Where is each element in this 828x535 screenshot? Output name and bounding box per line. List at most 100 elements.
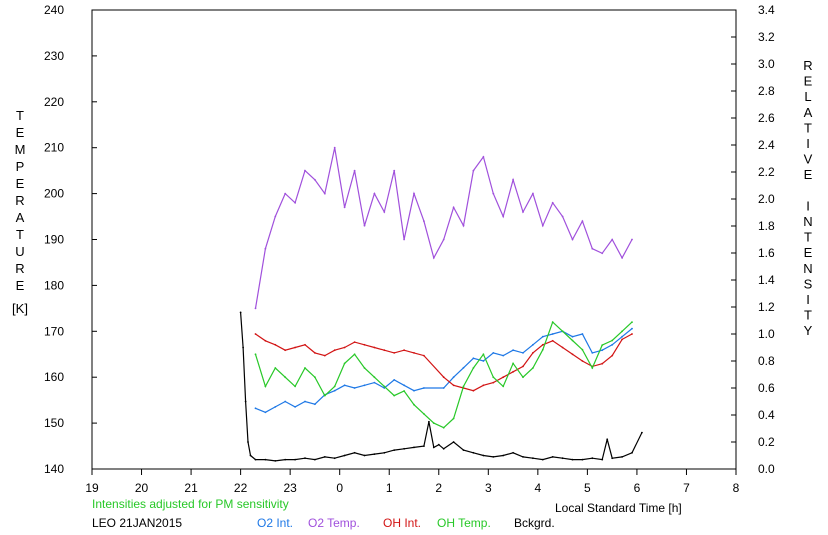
right-tick-label: 1.0 bbox=[758, 327, 775, 341]
data-point-o2-temp bbox=[304, 169, 306, 172]
data-point-oh-int bbox=[492, 381, 495, 384]
data-point-o2-temp bbox=[532, 192, 534, 195]
data-point-oh-temp bbox=[541, 348, 544, 351]
data-point-oh-temp bbox=[264, 385, 267, 388]
y-axis-right-label-letter: T bbox=[804, 308, 812, 323]
x-tick-label: 6 bbox=[634, 481, 641, 495]
data-point-o2-temp bbox=[452, 206, 455, 209]
data-point-bckgrd bbox=[274, 460, 277, 462]
data-point-bckgrd bbox=[591, 457, 594, 460]
data-point-o2-int bbox=[264, 411, 267, 414]
data-point-bckgrd bbox=[561, 457, 564, 460]
x-axis-label: Local Standard Time [h] bbox=[555, 501, 682, 515]
data-point-o2-int bbox=[581, 333, 584, 335]
series-line-o2-temp bbox=[254, 147, 633, 309]
data-point-oh-int bbox=[541, 343, 544, 346]
data-point-oh-temp bbox=[601, 344, 604, 346]
data-point-bckgrd bbox=[621, 456, 623, 458]
left-tick-label: 160 bbox=[44, 370, 64, 384]
data-point-oh-temp bbox=[333, 385, 336, 388]
plot-frame bbox=[91, 9, 737, 470]
y-axis-left-label-letter: T bbox=[16, 108, 24, 123]
left-tick-label: 180 bbox=[44, 278, 64, 292]
data-point-bckgrd bbox=[601, 458, 604, 461]
data-point-o2-int bbox=[363, 384, 366, 387]
data-point-o2-temp bbox=[581, 220, 584, 223]
data-point-bckgrd bbox=[551, 456, 554, 458]
left-tick-label: 240 bbox=[44, 3, 64, 17]
y-axis-right-label-letter: T bbox=[804, 230, 812, 245]
data-point-o2-temp bbox=[551, 201, 554, 204]
data-point-bckgrd bbox=[393, 449, 396, 451]
data-point-oh-int bbox=[403, 349, 405, 352]
data-point-oh-temp bbox=[274, 367, 277, 369]
data-point-o2-int bbox=[413, 389, 415, 392]
y-axis-left-label-letter: T bbox=[16, 227, 24, 242]
data-point-bckgrd bbox=[571, 458, 574, 461]
legend-item: Bckgrd. bbox=[514, 516, 555, 530]
y-axis-left-label-letter: R bbox=[15, 193, 24, 208]
data-point-o2-temp bbox=[264, 247, 267, 250]
right-tick-label: 0.6 bbox=[758, 381, 775, 395]
right-tick-label: 2.4 bbox=[758, 138, 775, 152]
data-point-bckgrd bbox=[522, 456, 524, 458]
data-point-oh-int bbox=[323, 354, 326, 357]
data-point-o2-int bbox=[294, 406, 296, 408]
data-point-bckgrd bbox=[472, 451, 475, 454]
right-axis-ticks: 0.0 0.2 0.4 0.6 0.8 1.0 1.2 1.4 1.6 1.8 2.0 2.2 2.4 2… bbox=[731, 3, 775, 476]
data-point-o2-temp bbox=[383, 211, 386, 213]
left-tick-label: 140 bbox=[44, 462, 64, 476]
x-axis-ticks: 19 20 21 22 23 0 1 2 3 4 5 6 7 8 bbox=[85, 469, 740, 495]
x-tick-label: 7 bbox=[683, 481, 690, 495]
y-axis-right-label-letter: E bbox=[804, 245, 813, 260]
data-point-o2-temp bbox=[522, 211, 524, 213]
note-text: Intensities adjusted for PM sensitivity bbox=[92, 497, 289, 511]
data-point-o2-int bbox=[611, 343, 614, 346]
data-point-bckgrd bbox=[512, 451, 514, 454]
data-point-bckgrd bbox=[284, 458, 287, 461]
left-tick-label: 210 bbox=[44, 141, 64, 155]
data-point-o2-temp bbox=[502, 215, 505, 218]
data-point-oh-int bbox=[502, 376, 505, 379]
y-axis-right-label-letter: E bbox=[804, 167, 813, 182]
data-point-oh-temp bbox=[294, 385, 296, 388]
data-point-oh-temp bbox=[472, 367, 475, 369]
data-point-bckgrd bbox=[249, 454, 252, 457]
data-point-oh-temp bbox=[284, 376, 287, 379]
data-point-o2-temp bbox=[591, 247, 594, 250]
data-point-bckgrd bbox=[333, 457, 336, 460]
data-point-oh-temp bbox=[423, 413, 425, 415]
y-axis-left-label-letter: U bbox=[15, 244, 24, 259]
data-point-oh-temp bbox=[452, 417, 455, 420]
data-point-bckgrd bbox=[247, 441, 249, 443]
left-tick-label: 170 bbox=[44, 324, 64, 338]
data-point-o2-temp bbox=[343, 206, 346, 209]
data-point-oh-int bbox=[254, 333, 257, 335]
data-point-bckgrd bbox=[239, 311, 242, 314]
data-point-o2-temp bbox=[631, 238, 633, 241]
data-point-oh-temp bbox=[373, 376, 376, 379]
data-point-bckgrd bbox=[502, 454, 505, 457]
data-point-bckgrd bbox=[314, 458, 316, 461]
data-point-oh-temp bbox=[353, 353, 356, 356]
data-point-oh-temp bbox=[314, 376, 316, 379]
x-tick-label: 1 bbox=[386, 481, 393, 495]
data-point-oh-int bbox=[294, 346, 296, 349]
data-point-oh-int bbox=[601, 362, 604, 365]
right-tick-label: 0.8 bbox=[758, 354, 775, 368]
data-point-oh-temp bbox=[522, 376, 524, 379]
data-point-o2-int bbox=[541, 335, 544, 338]
legend: O2 Int. O2 Temp. OH Int. OH Temp. Bckgrd. bbox=[257, 516, 555, 530]
data-point-o2-temp bbox=[274, 215, 277, 218]
data-point-o2-int bbox=[423, 387, 425, 389]
data-point-oh-int bbox=[551, 339, 554, 342]
data-point-o2-temp bbox=[363, 224, 366, 227]
left-tick-label: 230 bbox=[44, 49, 64, 63]
data-point-o2-int bbox=[314, 403, 316, 406]
y-axis-left-label-letter: R bbox=[15, 261, 24, 276]
data-point-o2-int bbox=[492, 352, 495, 354]
data-point-o2-int bbox=[333, 389, 336, 392]
data-point-oh-temp bbox=[432, 422, 435, 424]
data-point-bckgrd bbox=[437, 443, 440, 446]
